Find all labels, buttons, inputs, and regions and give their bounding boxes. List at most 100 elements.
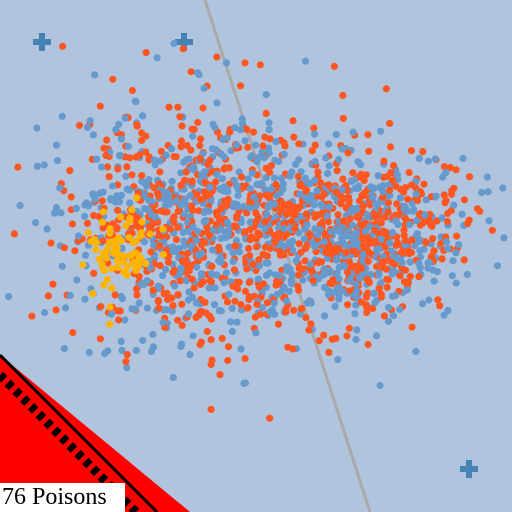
blue-point [325, 203, 333, 211]
blue-point [459, 154, 467, 162]
blue-point [58, 262, 66, 270]
blue-point [413, 230, 421, 238]
blue-point [307, 191, 315, 200]
orange-point [427, 253, 435, 261]
blue-point [323, 212, 331, 220]
orange-point [369, 304, 377, 312]
orange-point [440, 163, 448, 171]
blue-point [179, 228, 187, 236]
orange-point [274, 320, 282, 328]
orange-point [379, 193, 387, 201]
blue-point [82, 251, 90, 259]
orange-point [364, 289, 372, 297]
blue-point [225, 243, 233, 251]
blue-point [258, 304, 266, 312]
blue-point [280, 283, 288, 291]
blue-point [217, 234, 225, 242]
orange-point [290, 306, 298, 314]
orange-point [215, 246, 223, 254]
blue-point [370, 184, 378, 192]
blue-point [229, 249, 237, 257]
blue-point [313, 187, 321, 195]
orange-point [405, 168, 413, 177]
blue-point [338, 186, 346, 194]
blue-point [197, 270, 205, 278]
blue-point [347, 177, 356, 186]
yellow-point [159, 225, 167, 233]
blue-point [355, 182, 363, 190]
orange-point [28, 312, 36, 320]
blue-point [325, 140, 333, 148]
blue-point [180, 210, 189, 218]
blue-point [115, 120, 123, 128]
blue-point [374, 172, 382, 180]
blue-point [240, 203, 248, 211]
blue-point [81, 201, 89, 209]
blue-point [413, 217, 421, 225]
yellow-point [129, 238, 137, 246]
blue-point [185, 288, 193, 296]
orange-point [359, 235, 367, 243]
orange-point [128, 86, 136, 95]
orange-point [208, 262, 216, 270]
blue-point [168, 177, 176, 185]
orange-point [226, 128, 234, 136]
orange-point [334, 211, 342, 219]
blue-point [499, 184, 507, 192]
orange-point [404, 247, 412, 256]
orange-point [246, 252, 254, 260]
orange-point [253, 300, 261, 309]
orange-point [295, 286, 303, 294]
orange-point [296, 203, 304, 211]
orange-point [382, 85, 390, 93]
blue-point [104, 347, 112, 355]
yellow-point [133, 250, 141, 258]
blue-point [478, 188, 486, 197]
yellow-point [122, 222, 130, 230]
orange-point [295, 140, 303, 148]
yellow-point [100, 281, 108, 289]
orange-point [393, 238, 401, 246]
blue-point [386, 239, 394, 247]
blue-point [186, 192, 194, 200]
yellow-point [79, 261, 87, 269]
orange-point [384, 208, 392, 216]
blue-point [200, 218, 209, 226]
blue-point [311, 225, 319, 233]
blue-point [341, 232, 349, 240]
orange-point [407, 147, 415, 155]
orange-point [345, 324, 353, 332]
blue-point [115, 198, 124, 206]
blue-point [449, 257, 457, 265]
blue-point [266, 200, 275, 208]
blue-point [349, 128, 357, 136]
blue-point [99, 188, 107, 196]
blue-point [396, 305, 404, 313]
orange-point [282, 308, 290, 316]
blue-point [57, 209, 65, 217]
blue-point [258, 180, 266, 188]
orange-point [178, 122, 186, 130]
orange-point [266, 135, 274, 143]
yellow-point [89, 290, 97, 298]
orange-point [138, 136, 146, 145]
orange-point [206, 156, 214, 164]
yellow-point [128, 206, 136, 214]
blue-point [40, 161, 48, 169]
blue-point [52, 204, 61, 212]
orange-point [111, 291, 119, 299]
orange-point [249, 260, 257, 268]
blue-point [287, 241, 295, 249]
blue-point [296, 190, 304, 198]
blue-point [311, 242, 319, 251]
orange-point [123, 163, 131, 171]
orange-point [396, 272, 404, 280]
orange-point [252, 217, 260, 225]
blue-point [252, 329, 260, 337]
orange-point [427, 221, 435, 229]
blue-point [139, 336, 147, 345]
blue-point [162, 151, 170, 159]
blue-point [222, 59, 230, 67]
